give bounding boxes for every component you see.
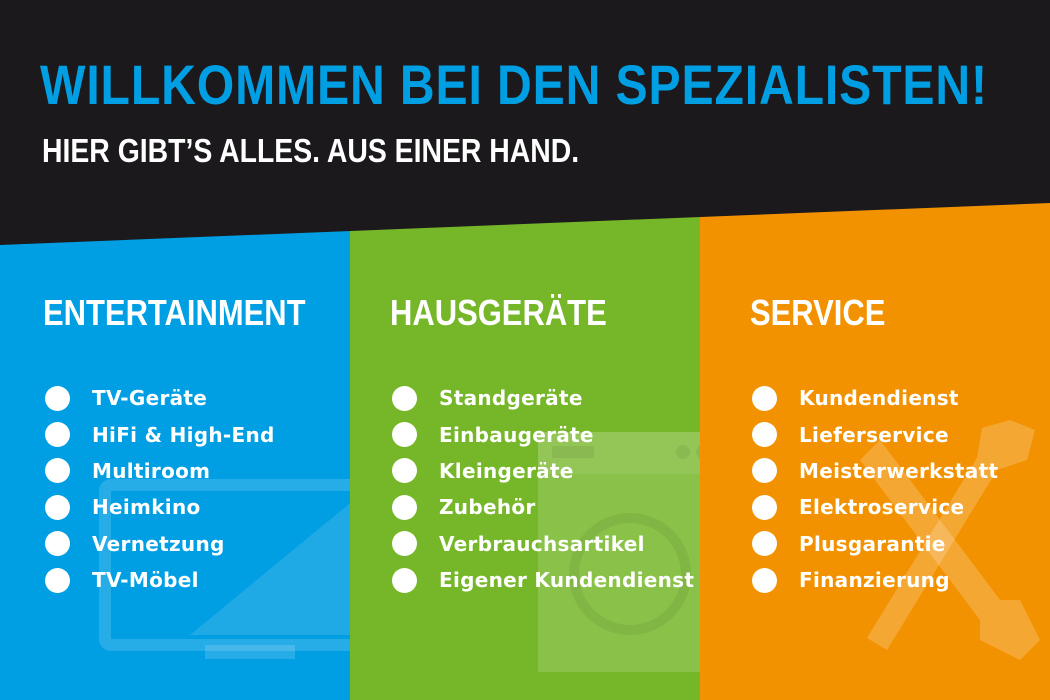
plus-icon <box>392 531 417 557</box>
plus-icon <box>392 422 417 448</box>
list-item: Lieferservice <box>752 416 998 452</box>
list-item: Finanzierung <box>752 562 998 598</box>
list-item: Elektroservice <box>752 489 998 525</box>
page-title: WILLKOMMEN BEI DEN SPEZIALISTEN! <box>40 53 988 116</box>
page-subtitle: HIER GIBT’S ALLES. AUS EINER HAND. <box>42 132 580 169</box>
list-service: Kundendienst Lieferservice Meisterwerkst… <box>752 380 998 598</box>
plus-icon <box>752 385 777 411</box>
plus-icon <box>392 494 417 520</box>
list-item: Standgeräte <box>392 380 694 416</box>
list-hausgeraete: Standgeräte Einbaugeräte Kleingeräte Zub… <box>392 380 694 598</box>
list-item: Plusgarantie <box>752 526 998 562</box>
plus-icon <box>45 422 70 448</box>
plus-icon <box>752 458 777 484</box>
column-hausgeraete: HAUSGERÄTE Standgeräte Einbaugeräte Klei… <box>350 203 700 700</box>
plus-icon <box>392 458 417 484</box>
list-item: Einbaugeräte <box>392 416 694 452</box>
plus-icon <box>752 531 777 557</box>
list-item: Verbrauchsartikel <box>392 526 694 562</box>
plus-icon <box>45 385 70 411</box>
list-item: TV-Geräte <box>45 380 275 416</box>
list-item: Eigener Kundendienst <box>392 562 694 598</box>
plus-icon <box>45 494 70 520</box>
plus-icon <box>752 422 777 448</box>
list-item: Multiroom <box>45 453 275 489</box>
plus-icon <box>752 494 777 520</box>
list-item: Vernetzung <box>45 526 275 562</box>
list-entertainment: TV-Geräte HiFi & High-End Multiroom Heim… <box>45 380 275 598</box>
list-item: HiFi & High-End <box>45 416 275 452</box>
tv-icon <box>99 479 350 659</box>
list-item: Kleingeräte <box>392 453 694 489</box>
list-item: TV-Möbel <box>45 562 275 598</box>
list-item: Heimkino <box>45 489 275 525</box>
column-entertainment: ENTERTAINMENT TV-Geräte HiFi & High-End … <box>0 203 350 700</box>
plus-icon <box>392 385 417 411</box>
plus-icon <box>752 567 777 593</box>
heading-entertainment: ENTERTAINMENT <box>43 292 306 333</box>
list-item: Kundendienst <box>752 380 998 416</box>
plus-icon <box>45 567 70 593</box>
list-item: Zubehör <box>392 489 694 525</box>
list-item: Meisterwerkstatt <box>752 453 998 489</box>
plus-icon <box>45 531 70 557</box>
tools-icon <box>860 420 1040 660</box>
heading-service: SERVICE <box>750 292 886 333</box>
washing-machine-icon <box>538 432 700 672</box>
plus-icon <box>45 458 70 484</box>
column-service: SERVICE Kundendienst Lieferservice Meist… <box>700 203 1050 700</box>
plus-icon <box>392 567 417 593</box>
heading-hausgeraete: HAUSGERÄTE <box>390 292 607 333</box>
